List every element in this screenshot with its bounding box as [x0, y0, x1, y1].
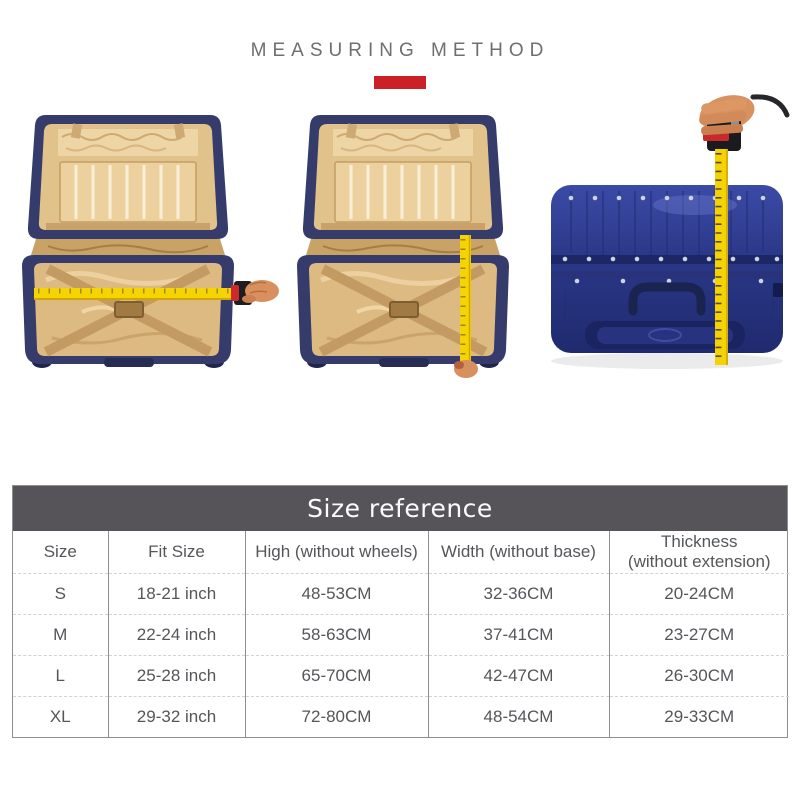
floor-shadow — [551, 353, 783, 369]
hand-icon — [242, 280, 279, 303]
cell-width: 42-47CM — [427, 655, 609, 697]
cell-fit-size: 18-21 inch — [107, 573, 245, 615]
col-header-fit-size: Fit Size — [107, 531, 245, 574]
size-reference-title: Size reference — [13, 486, 787, 531]
cell-high: 65-70CM — [244, 655, 428, 697]
cell-thickness: 26-30CM — [608, 655, 789, 697]
hand-with-tape-measure-icon — [699, 94, 790, 151]
cell-size: XL — [13, 696, 108, 737]
col-header-high: High (without wheels) — [244, 531, 428, 574]
size-table: Size Fit Size High (without wheels) Widt… — [13, 531, 789, 737]
photo-closed-suitcase-thickness — [551, 94, 790, 369]
cell-size: S — [13, 573, 108, 615]
cell-width: 32-36CM — [427, 573, 609, 615]
title-block: MEASURING METHOD — [0, 40, 800, 89]
tape-measure-vertical-icon — [715, 149, 728, 365]
cell-fit-size: 25-28 inch — [107, 655, 245, 697]
tape-measure-vertical-icon — [460, 235, 471, 363]
closed-suitcase-icon — [551, 185, 783, 353]
page-title: MEASURING METHOD — [250, 40, 550, 61]
col-header-size: Size — [43, 542, 77, 562]
cell-fit-size: 22-24 inch — [107, 614, 245, 656]
table-row-m: M 22-24 inch 58-63CM 37-41CM 23-27CM — [13, 614, 789, 656]
measuring-photos-row — [0, 85, 800, 385]
measuring-illustrations — [0, 94, 790, 378]
table-row-xl: XL 29-32 inch 72-80CM 48-54CM 29-33CM — [13, 696, 789, 737]
photo-open-suitcase-height — [297, 115, 509, 378]
cell-size: M — [13, 614, 108, 656]
cell-size: L — [13, 655, 108, 697]
cell-thickness: 29-33CM — [608, 696, 789, 737]
cell-thickness: 20-24CM — [608, 573, 789, 615]
photo-open-suitcase-width — [22, 115, 279, 368]
cell-width: 37-41CM — [427, 614, 609, 656]
table-header-row: Size Fit Size High (without wheels) Widt… — [13, 531, 789, 574]
cell-high: 58-63CM — [244, 614, 428, 656]
size-reference-section: Size reference Size Fit Size High (witho… — [12, 485, 789, 738]
table-row-s: S 18-21 inch 48-53CM 32-36CM 20-24CM — [13, 573, 789, 615]
finger-icon — [454, 360, 478, 378]
cell-width: 48-54CM — [427, 696, 609, 737]
table-row-l: L 25-28 inch 65-70CM 42-47CM 26-30CM — [13, 655, 789, 697]
cell-high: 48-53CM — [244, 573, 428, 615]
cell-high: 72-80CM — [244, 696, 428, 737]
col-header-width: Width (without base) — [427, 531, 609, 574]
title-underline-bar — [374, 76, 426, 89]
cell-fit-size: 29-32 inch — [107, 696, 245, 737]
col-header-thickness: Thickness (without extension) — [608, 531, 789, 574]
suitcase-handle — [628, 282, 706, 316]
cell-thickness: 23-27CM — [608, 614, 789, 656]
